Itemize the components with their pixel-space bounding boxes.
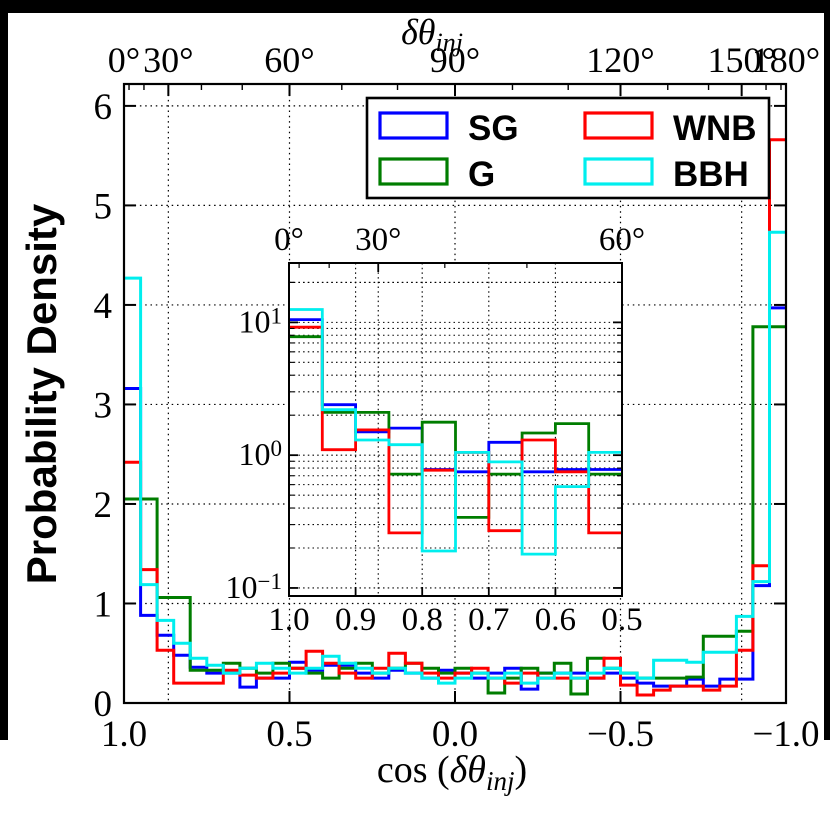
x-tick-label: 0.5 xyxy=(266,714,312,755)
inset-x-tick-label: 0.8 xyxy=(402,602,443,638)
top-tick-label: 150° xyxy=(707,40,775,80)
top-tick-label: 0° xyxy=(108,40,140,80)
inset-axes: 1.0 0.9 0.8 0.7 0.6 0.5 0° 30° 60° 101 100 10−1 xyxy=(226,222,646,638)
legend-label-BBH: BBH xyxy=(673,155,749,194)
main-series xyxy=(124,138,786,697)
main-x-tick-labels: 1.0 0.5 0.0 −0.5 −1.0 xyxy=(101,714,820,755)
series-WNB-line xyxy=(124,138,786,697)
y-tick-label: 0 xyxy=(94,684,113,725)
frame-right-band xyxy=(824,0,830,740)
x-tick-label: 1.0 xyxy=(101,714,147,755)
y-tick-label: 3 xyxy=(94,385,113,426)
x-tick-label: −0.5 xyxy=(587,714,654,755)
main-ticks xyxy=(123,84,787,704)
y-tick-label: 5 xyxy=(94,186,113,227)
inset-top-tick-label: 60° xyxy=(599,222,645,258)
inset-top-tick-label: 30° xyxy=(355,222,401,258)
inset-x-tick-label: 0.7 xyxy=(468,602,509,638)
legend-swatch-WNB xyxy=(583,111,654,140)
x-tick-label: −1.0 xyxy=(752,714,819,755)
series-BBH-line xyxy=(124,230,786,685)
inset-y-tick-label: 100 xyxy=(239,436,283,472)
inset-y-tick-label: 101 xyxy=(239,303,283,339)
inset-x-tick-label: 0.5 xyxy=(601,602,642,638)
frame-left-band xyxy=(0,0,8,740)
figure-title: δθinj xyxy=(401,12,463,57)
main-top-tick-labels: 0° 30° 60° 90° 120° 150°180° xyxy=(108,40,820,80)
legend-swatch-BBH xyxy=(583,157,654,186)
legend-label-G: G xyxy=(468,155,495,194)
top-tick-label: 90° xyxy=(430,40,480,80)
screenshot-frame xyxy=(0,0,830,740)
x-tick-label: 0.0 xyxy=(432,714,478,755)
top-tick-label: 180° xyxy=(752,40,820,80)
legend-label-WNB: WNB xyxy=(673,109,757,148)
y-tick-label: 1 xyxy=(94,584,113,625)
y-tick-label: 4 xyxy=(94,286,113,327)
inset-series-BBH-line xyxy=(289,308,622,556)
y-tick-label: 6 xyxy=(94,87,113,128)
inset-ticks xyxy=(288,263,623,596)
legend-label-SG: SG xyxy=(468,109,519,148)
legend: SG G WNB BBH xyxy=(365,96,771,200)
inset-top-tick-label: 0° xyxy=(274,222,304,258)
top-tick-label: 60° xyxy=(264,40,314,80)
main-y-tick-labels: 0 1 2 3 4 5 6 xyxy=(94,87,113,725)
inset-x-tick-label: 1.0 xyxy=(268,602,309,638)
inset-series xyxy=(289,308,622,556)
top-tick-label: 120° xyxy=(586,40,654,80)
inset-x-tick-label: 0.9 xyxy=(335,602,376,638)
inset-top-tick-labels: 0° 30° 60° xyxy=(274,222,645,258)
inset-x-tick-labels: 1.0 0.9 0.8 0.7 0.6 0.5 xyxy=(268,602,642,638)
inset-x-tick-label: 0.6 xyxy=(535,602,576,638)
x-axis-label: cos (δθinj) xyxy=(377,749,527,796)
y-axis-label: Probability Density xyxy=(18,203,65,584)
legend-swatch-G xyxy=(378,157,449,186)
frame-top-band xyxy=(0,0,830,13)
top-tick-label: 30° xyxy=(143,40,193,80)
inset-spines xyxy=(288,262,623,597)
inset-y-tick-label: 10−1 xyxy=(226,569,282,605)
y-tick-label: 2 xyxy=(94,485,113,526)
inset-spine-box xyxy=(288,262,623,597)
inset-grid xyxy=(289,263,622,596)
legend-swatch-SG xyxy=(378,111,449,140)
